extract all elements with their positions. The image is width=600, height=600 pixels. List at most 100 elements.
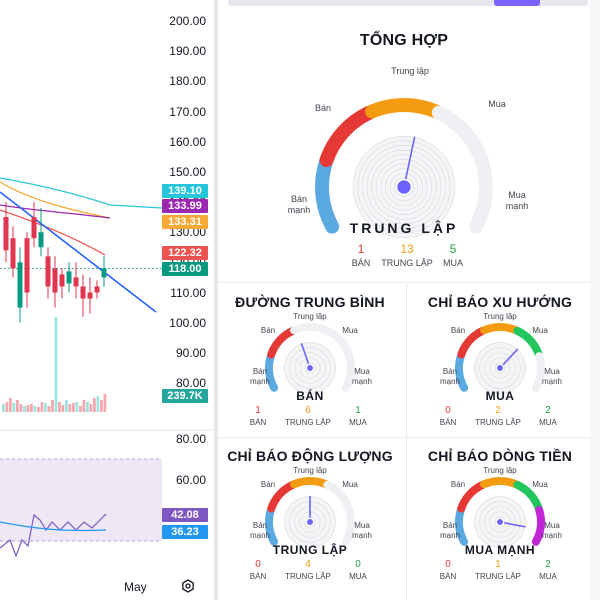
gauge-title: CHỈ BÁO XU HƯỚNG	[427, 294, 573, 310]
gauge-title: CHỈ BÁO ĐỘNG LƯỢNG	[227, 448, 393, 464]
price-axis-label: 150.00	[169, 165, 206, 179]
settings-icon[interactable]	[181, 579, 195, 593]
gauge-ring	[366, 149, 442, 225]
count-label: MUA	[539, 418, 557, 427]
gauge-segment	[468, 156, 493, 234]
count-number: 0	[255, 559, 261, 570]
gauge-card: CHỈ BÁO XU HƯỚNG Trung lập Bán Mua Bán mạnh M…	[408, 283, 592, 435]
label-strong-sell: Bán mạnh	[249, 521, 270, 540]
gauge-needle	[403, 136, 416, 188]
price-tag: 122.32	[162, 246, 208, 260]
price-axis-label: 200.00	[169, 14, 206, 28]
gauge-segment	[315, 156, 340, 234]
label-neutral: Trung lập	[293, 312, 327, 321]
candle-body	[66, 271, 72, 284]
gauge-count: 2 MUA	[518, 559, 578, 581]
scrollbar[interactable]	[590, 0, 600, 600]
volume-bar	[65, 400, 68, 412]
price-tag: 133.99	[162, 199, 208, 213]
gauge-dial	[455, 323, 545, 394]
price-axis-label: 160.00	[169, 134, 206, 149]
gauge-card: ĐƯỜNG TRUNG BÌNH Trung lập Bán Mua Bán mạnh M…	[218, 283, 402, 435]
chart-canvas[interactable]	[0, 0, 214, 600]
label-neutral: Trung lập	[293, 466, 327, 475]
gauge-ring	[494, 516, 506, 528]
gauge-dial	[455, 477, 545, 548]
count-label: BÁN	[439, 418, 457, 427]
gauge-ring	[389, 172, 419, 202]
gauge-ring	[289, 347, 331, 389]
volume-bar	[16, 400, 19, 412]
count-number: 1	[355, 405, 361, 416]
label-strong-sell: Bán mạnh	[439, 367, 460, 386]
count-number: 1	[255, 405, 261, 416]
gauge-status: TRUNG LẬP	[272, 543, 348, 557]
volume-bar	[89, 404, 93, 412]
volume-bar	[82, 400, 86, 412]
candle-body	[80, 286, 86, 299]
price-tag: 239.7K	[162, 389, 208, 403]
pane-divider[interactable]	[214, 0, 218, 600]
volume-bar	[33, 406, 37, 412]
gauge-title: CHỈ BÁO DÒNG TIỀN	[427, 448, 573, 464]
count-label: TRUNG LẬP	[285, 572, 331, 581]
volume-bar	[9, 398, 12, 412]
tab-bar-active[interactable]	[494, 0, 540, 6]
gauge-needle-hub	[305, 363, 315, 373]
gauge-ring	[352, 135, 456, 239]
ma-cyan-line	[0, 177, 163, 209]
gauge-ring	[474, 342, 526, 394]
candle-body	[24, 238, 30, 293]
rsi-tag: 42.08	[162, 508, 208, 522]
rsi-band	[0, 459, 162, 541]
gauge-segment	[531, 352, 545, 392]
summary-title: TỔNG HỢP	[359, 32, 449, 49]
label-sell: Bán	[450, 326, 466, 335]
price-axis-label: 190.00	[169, 44, 206, 59]
label-strong-sell: Bán mạnh	[439, 521, 460, 540]
gauge-count: 4 TRUNG LẬP	[278, 559, 338, 581]
label-buy: Mua	[488, 99, 506, 109]
candle-body	[17, 262, 23, 308]
count-number: 2	[545, 405, 551, 416]
rsi-axis-label: 60.00	[175, 473, 206, 487]
gauge-ring	[362, 145, 446, 229]
gauge-ring	[375, 158, 433, 216]
price-tag: 139.10	[162, 184, 208, 198]
volume-bar	[12, 403, 16, 412]
label-strong-buy: Mua mạnh	[351, 521, 372, 540]
gauge-count: 0 MUA	[328, 559, 388, 581]
gauge-segment	[290, 477, 330, 489]
candle-body	[87, 292, 93, 299]
candle-body	[10, 238, 16, 269]
gauge-title: ĐƯỜNG TRUNG BÌNH	[235, 294, 385, 310]
label-sell: Bán	[260, 326, 276, 335]
count-label: MUA	[349, 418, 367, 427]
gauge-count: 0 BÁN	[418, 405, 478, 427]
count-label: BÁN	[249, 418, 267, 427]
count-buy: 5 MUA	[443, 242, 463, 268]
label-strong-sell: Bán mạnh	[287, 194, 311, 215]
price-chart[interactable]: 200.00190.00180.00170.00160.00150.00140.…	[0, 0, 214, 600]
gauge-count: 1 TRUNG LẬP	[468, 559, 528, 581]
gauge-count: 1 BÁN	[228, 405, 288, 427]
gauge-count: 1 MUA	[328, 405, 388, 427]
rsi-axis-label: 80.00	[175, 432, 206, 446]
count-number: 0	[355, 559, 361, 570]
label-sell: Bán	[314, 103, 331, 113]
label-buy: Mua	[532, 480, 548, 489]
candle-body	[101, 268, 107, 278]
price-tag: 118.00	[162, 262, 208, 276]
rsi-tag: 36.23	[162, 525, 208, 539]
label-buy: Mua	[532, 326, 548, 335]
gauge-ring	[479, 347, 521, 389]
rsi-line	[0, 513, 107, 558]
volume-bar	[96, 396, 100, 412]
volume-bar	[19, 404, 23, 412]
volume-bar	[61, 405, 65, 412]
gauge-needle-hub	[305, 517, 315, 527]
count-number: 2	[495, 405, 501, 416]
label-neutral: Trung lập	[391, 66, 429, 76]
label-strong-buy: Mua mạnh	[541, 367, 562, 386]
count-number: 0	[445, 405, 451, 416]
